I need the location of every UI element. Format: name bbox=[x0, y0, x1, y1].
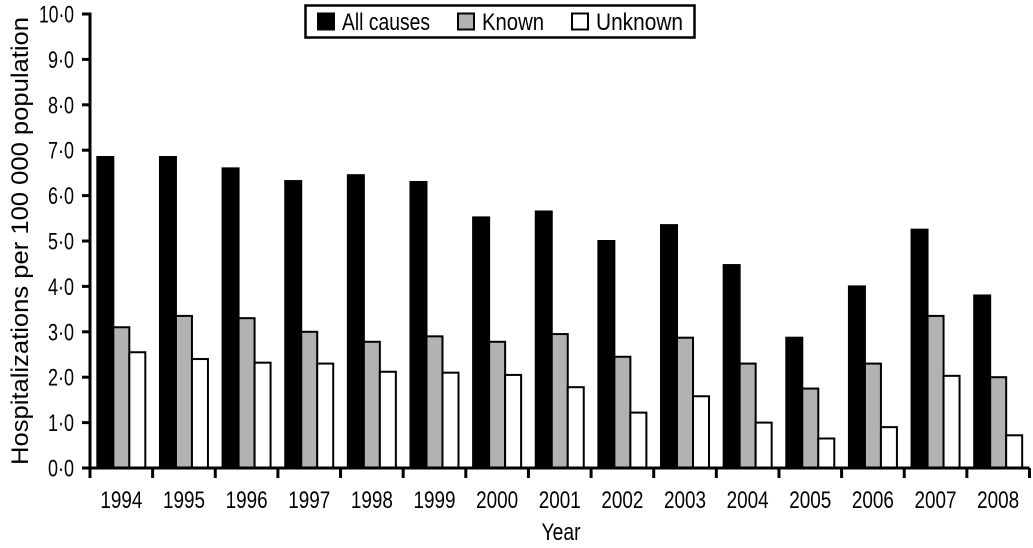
x-tick-label-2007: 2007 bbox=[915, 487, 957, 514]
x-tick-label-2005: 2005 bbox=[789, 487, 831, 514]
legend-box bbox=[304, 4, 696, 39]
x-tick-label-1997: 1997 bbox=[288, 487, 330, 514]
bar-all-causes-2005 bbox=[785, 336, 804, 470]
x-ticks-group: 1994 1995 1996 1997 1998 1999 2000 2001 2002 2003… bbox=[88, 468, 1031, 514]
y-tick-label: 6·0 bbox=[48, 183, 74, 210]
bar-known-2005 bbox=[801, 387, 820, 469]
y-axis-title: Hospitalizations per 100 000 population bbox=[7, 17, 34, 465]
bar-known-1997 bbox=[300, 330, 319, 469]
bar-unknown-2002 bbox=[629, 411, 648, 469]
bar-unknown-1996 bbox=[253, 361, 272, 470]
bar-all-causes-1998 bbox=[346, 174, 365, 469]
bar-known-1998 bbox=[362, 340, 381, 470]
x-tick-label-2004: 2004 bbox=[727, 487, 769, 514]
y-tick-label: 1·0 bbox=[48, 410, 74, 437]
bar-all-causes-2004 bbox=[722, 264, 741, 469]
legend-label-all-causes: All causes bbox=[342, 9, 430, 36]
legend-swatch-all-causes bbox=[317, 12, 335, 31]
bar-unknown-2005 bbox=[817, 437, 836, 469]
bar-known-2006 bbox=[863, 362, 882, 469]
x-tick-label-2002: 2002 bbox=[601, 487, 643, 514]
bar-known-2002 bbox=[613, 355, 632, 469]
bar-known-2000 bbox=[488, 340, 507, 470]
bar-known-1996 bbox=[237, 317, 256, 469]
bar-unknown-1995 bbox=[190, 358, 209, 470]
y-ticks-group: 0·0 1·0 2·0 3·0 4·0 5·0 6·0 7·0 8·0 9·0 10·0 bbox=[39, 2, 90, 483]
bar-unknown-1999 bbox=[441, 371, 460, 469]
legend-label-known: Known bbox=[482, 9, 544, 36]
x-tick-label-2008: 2008 bbox=[977, 487, 1019, 514]
bar-known-2003 bbox=[676, 336, 695, 470]
x-tick-label-1999: 1999 bbox=[413, 487, 455, 514]
bar-unknown-1998 bbox=[378, 370, 397, 469]
bar-known-2008 bbox=[989, 376, 1008, 470]
y-tick-label: 7·0 bbox=[48, 138, 74, 165]
y-tick-label: 8·0 bbox=[48, 92, 74, 119]
bar-all-causes-2001 bbox=[534, 210, 553, 470]
x-tick-label-1998: 1998 bbox=[351, 487, 393, 514]
bar-known-2007 bbox=[926, 314, 945, 469]
x-tick-label-2001: 2001 bbox=[539, 487, 581, 514]
bar-all-causes-2002 bbox=[597, 240, 616, 469]
bar-unknown-2000 bbox=[504, 373, 523, 469]
y-tick-label: 3·0 bbox=[48, 319, 74, 346]
y-tick-label: 9·0 bbox=[48, 47, 74, 74]
bar-known-1999 bbox=[425, 335, 444, 469]
bar-known-1994 bbox=[112, 326, 131, 470]
x-tick-label-1996: 1996 bbox=[226, 487, 268, 514]
legend: All causes Known Unknown bbox=[304, 4, 696, 39]
y-tick-label: 0·0 bbox=[48, 456, 74, 483]
legend-swatch-known bbox=[457, 12, 475, 31]
bar-all-causes-1999 bbox=[409, 180, 428, 469]
x-axis-title: Year bbox=[542, 519, 581, 546]
bar-all-causes-2000 bbox=[472, 216, 491, 469]
y-tick-label: 4·0 bbox=[48, 274, 74, 301]
bar-known-1995 bbox=[174, 314, 193, 469]
x-tick-label-2006: 2006 bbox=[852, 487, 894, 514]
bar-all-causes-2006 bbox=[847, 285, 866, 469]
bar-unknown-2006 bbox=[879, 426, 898, 470]
y-tick-label: 2·0 bbox=[48, 365, 74, 392]
bar-unknown-2004 bbox=[754, 421, 773, 470]
y-tick-label: 10·0 bbox=[39, 2, 74, 29]
bar-known-2004 bbox=[738, 362, 757, 469]
bar-unknown-1997 bbox=[316, 362, 335, 469]
x-tick-label-1995: 1995 bbox=[163, 487, 205, 514]
legend-swatch-unknown bbox=[571, 12, 589, 31]
bar-unknown-1994 bbox=[128, 351, 147, 470]
x-tick-label-2003: 2003 bbox=[664, 487, 706, 514]
x-tick-label-1994: 1994 bbox=[100, 487, 142, 514]
legend-label-unknown: Unknown bbox=[596, 9, 683, 36]
bar-all-causes-2007 bbox=[910, 228, 929, 469]
bar-unknown-2001 bbox=[566, 386, 585, 469]
bar-all-causes-2008 bbox=[973, 294, 992, 470]
bar-all-causes-2003 bbox=[660, 224, 679, 469]
bar-known-2001 bbox=[550, 333, 569, 469]
x-tick-label-2000: 2000 bbox=[476, 487, 518, 514]
y-tick-label: 5·0 bbox=[48, 229, 74, 256]
bar-all-causes-1996 bbox=[221, 167, 240, 470]
bar-all-causes-1995 bbox=[158, 156, 177, 469]
bar-all-causes-1994 bbox=[96, 156, 115, 469]
bar-unknown-2008 bbox=[1005, 434, 1024, 469]
bar-unknown-2003 bbox=[692, 395, 711, 469]
bar-unknown-2007 bbox=[942, 374, 961, 469]
bar-all-causes-1997 bbox=[284, 180, 303, 469]
